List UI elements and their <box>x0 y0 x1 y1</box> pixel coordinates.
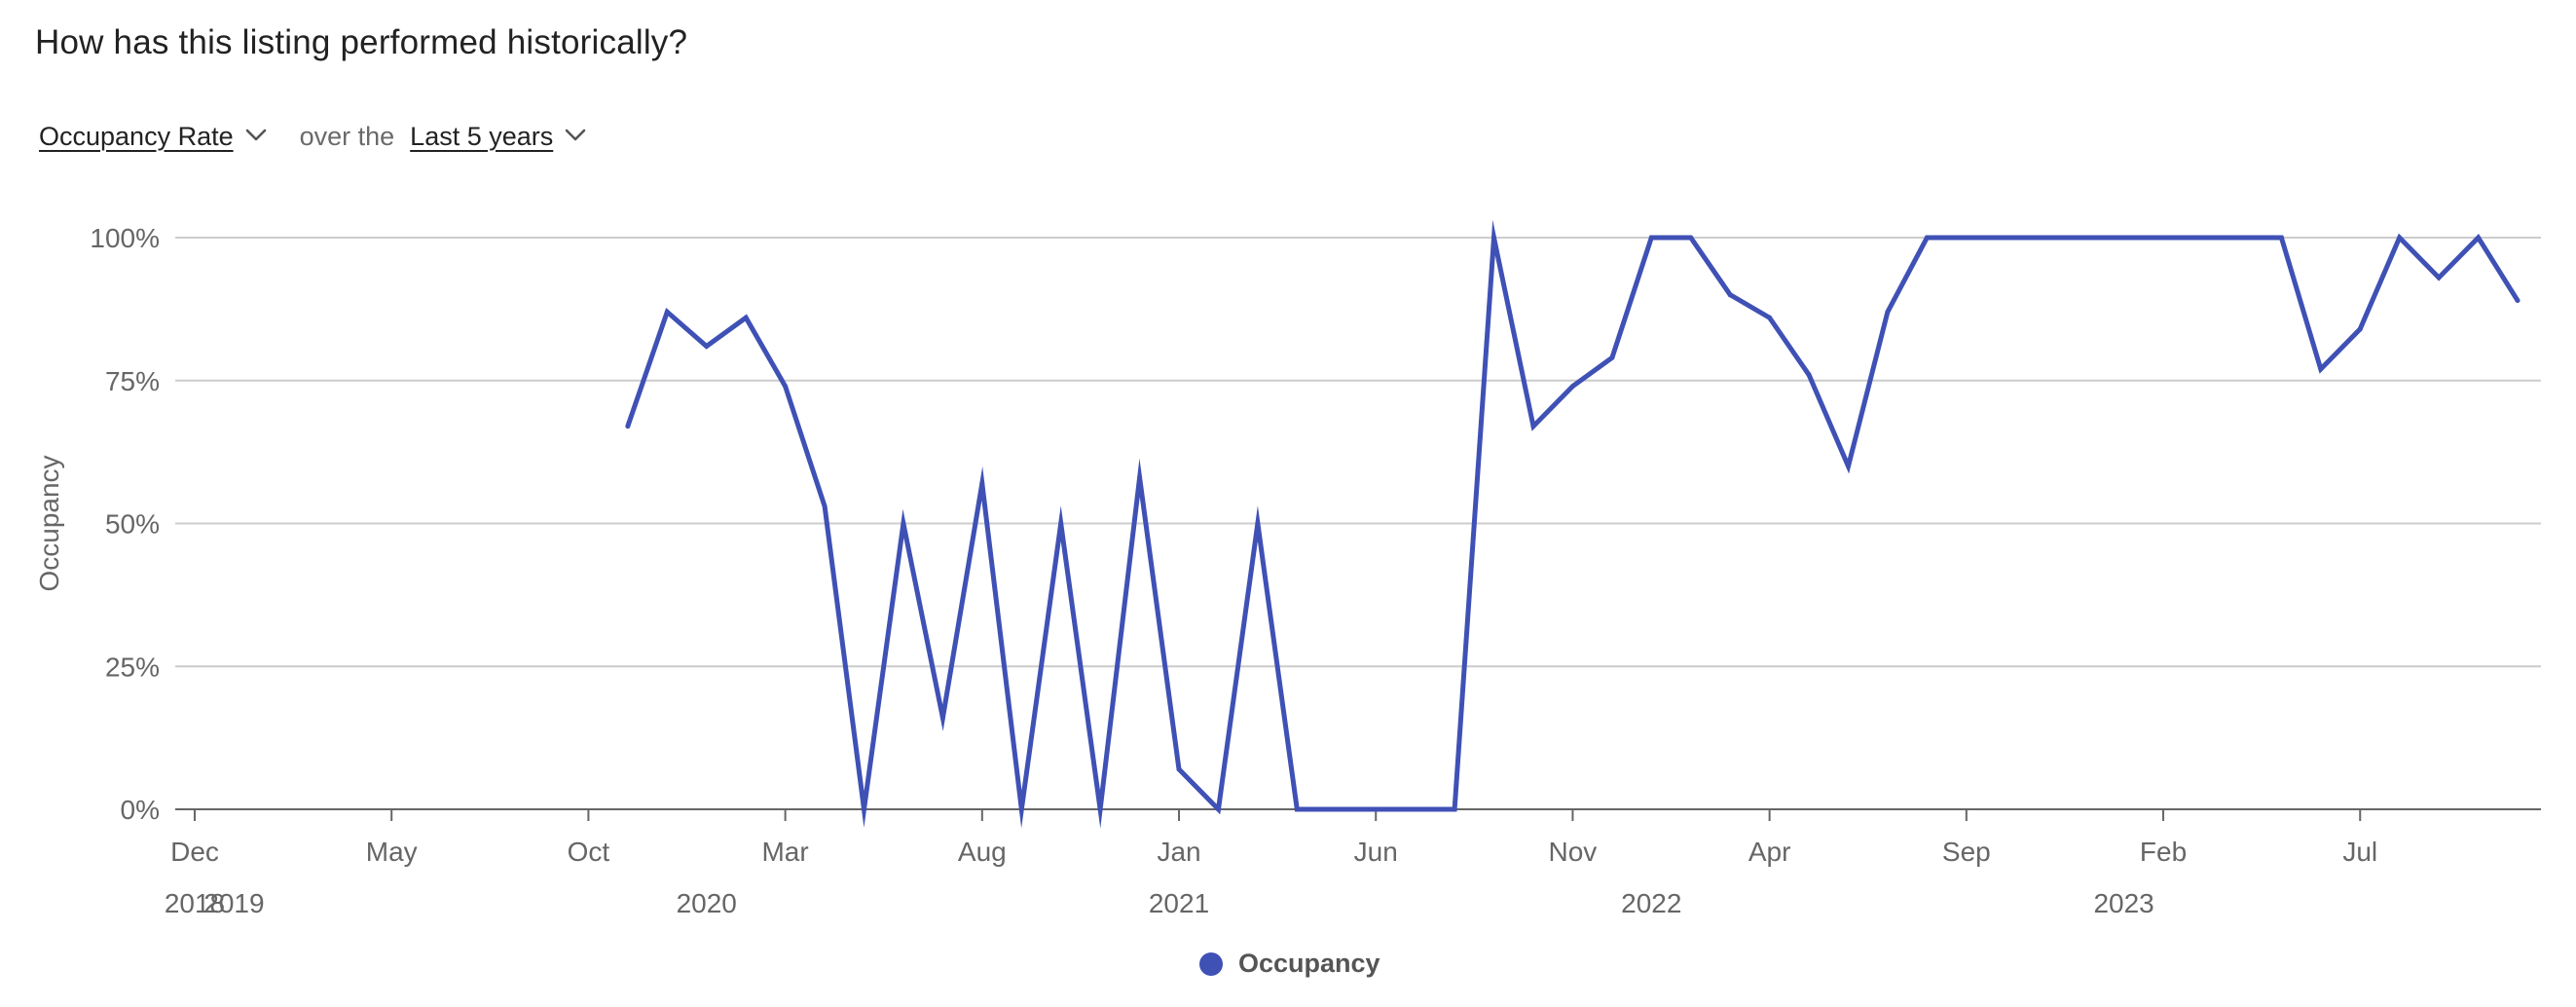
data-point <box>1806 372 1812 378</box>
occupancy-line-chart: 0% 25% 50% 75% 100% Dec May Oct Mar Aug Jan Jun Nov A… <box>34 219 2541 918</box>
data-point <box>1176 766 1182 772</box>
legend-swatch-occupancy <box>1199 951 1223 976</box>
y-tick-label: 100% <box>90 223 160 253</box>
data-point <box>2042 235 2048 241</box>
chevron-down-icon <box>245 119 267 149</box>
metric-dropdown[interactable]: Occupancy Rate <box>39 122 267 152</box>
chart-legend[interactable]: Occupancy <box>1199 949 1380 979</box>
data-point <box>1058 521 1064 526</box>
data-point <box>1215 806 1221 812</box>
data-point <box>1373 806 1379 812</box>
y-axis-title: Occupancy <box>34 455 64 591</box>
data-point <box>743 315 749 320</box>
data-point <box>1569 384 1575 390</box>
data-point <box>1609 354 1615 360</box>
data-point <box>901 521 906 526</box>
data-point <box>2121 235 2127 241</box>
data-point <box>2515 298 2521 304</box>
data-point <box>2397 235 2403 241</box>
data-point <box>2318 366 2324 372</box>
x-tick-label: Apr <box>1748 837 1791 867</box>
range-dropdown[interactable]: Last 5 years <box>410 122 586 152</box>
x-tick-label: Jan <box>1157 837 1200 867</box>
data-point <box>1964 235 1969 241</box>
data-point <box>2357 326 2363 332</box>
data-point <box>2239 235 2245 241</box>
data-point <box>1688 235 1694 241</box>
metric-dropdown-label: Occupancy Rate <box>39 121 234 151</box>
x-year-label: 2023 <box>2093 888 2153 918</box>
data-point <box>1452 806 1457 812</box>
legend-label-occupancy: Occupancy <box>1238 949 1380 978</box>
y-tick-label: 75% <box>105 366 160 396</box>
data-point <box>1885 309 1891 315</box>
x-tick-label: Dec <box>170 837 219 867</box>
x-tick-label: Sep <box>1942 837 1991 867</box>
data-point <box>1530 424 1536 429</box>
x-tick-label: Jul <box>2342 837 2377 867</box>
data-point <box>1727 292 1733 298</box>
data-point <box>2278 235 2284 241</box>
data-point <box>704 344 710 350</box>
data-point <box>1294 806 1300 812</box>
controls-connector-text: over the <box>299 121 395 151</box>
data-point <box>822 504 828 509</box>
range-dropdown-label: Last 5 years <box>410 121 554 151</box>
x-tick-label: Nov <box>1549 837 1598 867</box>
data-point <box>625 424 631 429</box>
data-point <box>1413 806 1418 812</box>
data-point <box>2081 235 2087 241</box>
data-point <box>1846 464 1852 469</box>
x-year-label: 2021 <box>1149 888 1209 918</box>
chevron-down-icon <box>565 119 586 149</box>
x-year-label: 2020 <box>677 888 737 918</box>
data-point <box>664 309 670 315</box>
page-title: How has this listing performed historica… <box>35 23 688 61</box>
data-point <box>1767 315 1773 320</box>
x-tick-label: May <box>366 837 418 867</box>
data-point <box>783 384 789 390</box>
data-point <box>1648 235 1654 241</box>
y-tick-label: 25% <box>105 652 160 682</box>
data-point <box>2199 235 2205 241</box>
x-tick-label: Feb <box>2140 837 2187 867</box>
data-point <box>2160 235 2166 241</box>
data-point <box>861 806 866 812</box>
data-point <box>1137 475 1143 481</box>
x-tick-label: Mar <box>761 837 808 867</box>
data-point <box>939 715 945 721</box>
chart-controls: Occupancy Rate over the Last 5 years <box>39 115 586 158</box>
data-point <box>1924 235 1930 241</box>
x-tick-label: Jun <box>1354 837 1398 867</box>
data-point <box>1255 521 1261 526</box>
data-point <box>1491 235 1497 241</box>
data-point <box>2003 235 2008 241</box>
data-point <box>1018 806 1024 812</box>
x-year-label: 2022 <box>1621 888 1681 918</box>
y-tick-label: 0% <box>121 795 160 825</box>
y-tick-label: 50% <box>105 509 160 540</box>
data-point <box>2436 275 2442 280</box>
data-point <box>1334 806 1340 812</box>
x-tick-label: Aug <box>958 837 1007 867</box>
data-point <box>1097 806 1103 812</box>
data-point <box>2476 235 2482 241</box>
x-year-label: 2019 <box>203 888 264 918</box>
x-year-label: 2018 <box>165 888 225 918</box>
x-tick-label: Oct <box>568 837 610 867</box>
data-point <box>979 480 985 486</box>
